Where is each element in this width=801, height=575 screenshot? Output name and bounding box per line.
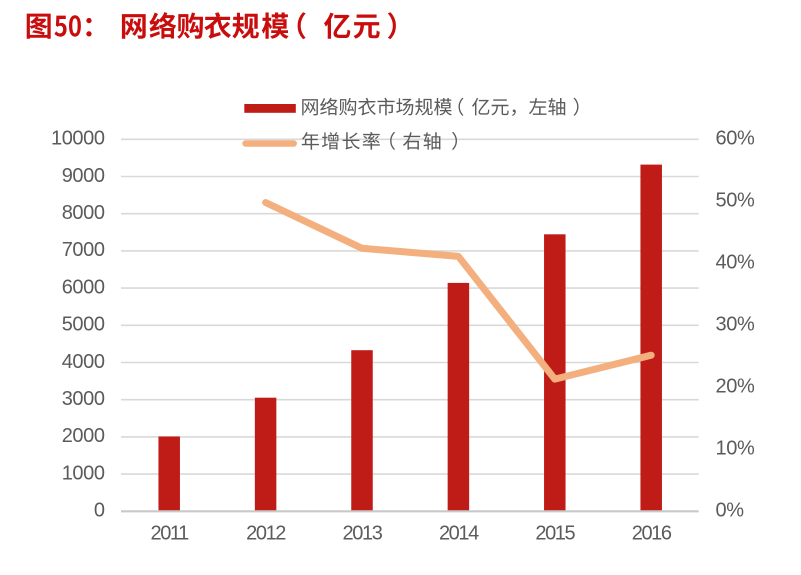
svg-text:60%: 60% bbox=[716, 128, 755, 150]
svg-text:2013: 2013 bbox=[343, 522, 383, 544]
svg-text:40%: 40% bbox=[716, 252, 755, 274]
svg-text:4000: 4000 bbox=[62, 351, 105, 373]
svg-text:3000: 3000 bbox=[62, 388, 105, 410]
svg-text:8000: 8000 bbox=[62, 202, 105, 224]
svg-text:2012: 2012 bbox=[246, 522, 286, 544]
svg-text:9000: 9000 bbox=[62, 165, 105, 187]
svg-text:5000: 5000 bbox=[62, 314, 105, 336]
svg-text:2016: 2016 bbox=[632, 522, 672, 544]
svg-text:2000: 2000 bbox=[62, 425, 105, 447]
svg-text:6000: 6000 bbox=[62, 276, 105, 298]
svg-text:20%: 20% bbox=[716, 376, 755, 398]
svg-text:10%: 10% bbox=[716, 438, 755, 460]
svg-text:50%: 50% bbox=[716, 190, 755, 212]
svg-text:0: 0 bbox=[94, 500, 105, 522]
svg-text:1000: 1000 bbox=[62, 462, 105, 484]
svg-text:7000: 7000 bbox=[62, 239, 105, 261]
svg-text:2015: 2015 bbox=[535, 522, 575, 544]
svg-text:2011: 2011 bbox=[150, 522, 189, 544]
svg-text:10000: 10000 bbox=[51, 128, 105, 150]
svg-text:0%: 0% bbox=[716, 500, 745, 522]
svg-text:2014: 2014 bbox=[439, 522, 479, 544]
svg-text:30%: 30% bbox=[716, 314, 755, 336]
